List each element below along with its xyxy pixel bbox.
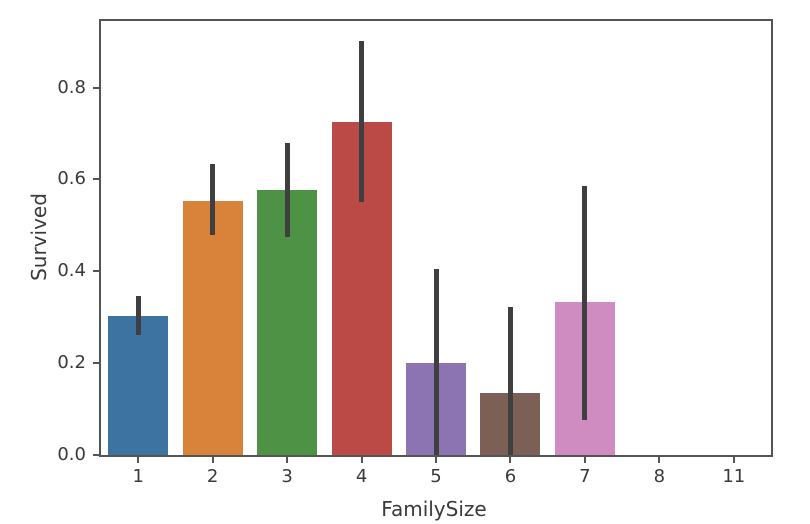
x-tick-mark-3 — [286, 457, 289, 463]
y-tick-label-0.8: 0.8 — [57, 76, 86, 98]
x-tick-mark-1 — [137, 457, 140, 463]
y-axis-label: Survived — [27, 193, 51, 281]
error-bar-familysize-6 — [507, 306, 513, 455]
y-tick-mark-0.4 — [93, 270, 99, 273]
y-tick-mark-0.6 — [93, 178, 99, 181]
x-tick-label-2: 2 — [206, 466, 219, 487]
x-tick-mark-2 — [211, 457, 214, 463]
error-bar-familysize-3 — [284, 142, 290, 238]
x-axis-label: FamilySize — [381, 497, 487, 521]
x-tick-label-6: 6 — [504, 466, 517, 487]
x-tick-mark-5 — [435, 457, 437, 463]
y-tick-label-0.2: 0.2 — [57, 352, 86, 374]
bar-familysize-1 — [108, 315, 169, 455]
y-tick-label-0.4: 0.4 — [57, 260, 86, 282]
y-tick-label-0.6: 0.6 — [57, 168, 86, 190]
x-tick-mark-8 — [658, 457, 661, 463]
error-bar-familysize-1 — [135, 295, 141, 336]
error-bar-familysize-4 — [359, 40, 365, 203]
x-tick-label-3: 3 — [281, 466, 293, 487]
x-tick-mark-7 — [583, 457, 586, 463]
y-tick-mark-0.2 — [93, 362, 99, 365]
y-tick-label-0.0: 0.0 — [57, 444, 86, 465]
x-tick-mark-6 — [509, 457, 512, 463]
x-tick-label-4: 4 — [355, 466, 368, 487]
bar-familysize-2 — [182, 201, 243, 455]
error-bar-familysize-5 — [433, 269, 439, 455]
error-bar-familysize-7 — [582, 185, 588, 420]
x-tick-label-8: 8 — [653, 466, 666, 487]
x-tick-label-5: 5 — [430, 466, 442, 487]
y-tick-mark-0.8 — [93, 86, 99, 89]
error-bar-familysize-2 — [210, 163, 216, 236]
x-tick-label-7: 7 — [579, 466, 591, 487]
x-tick-label-11: 11 — [722, 466, 746, 487]
y-tick-mark-0.0 — [93, 454, 99, 456]
x-tick-label-1: 1 — [132, 466, 144, 487]
x-tick-mark-4 — [360, 457, 363, 463]
x-tick-mark-11 — [732, 457, 735, 463]
